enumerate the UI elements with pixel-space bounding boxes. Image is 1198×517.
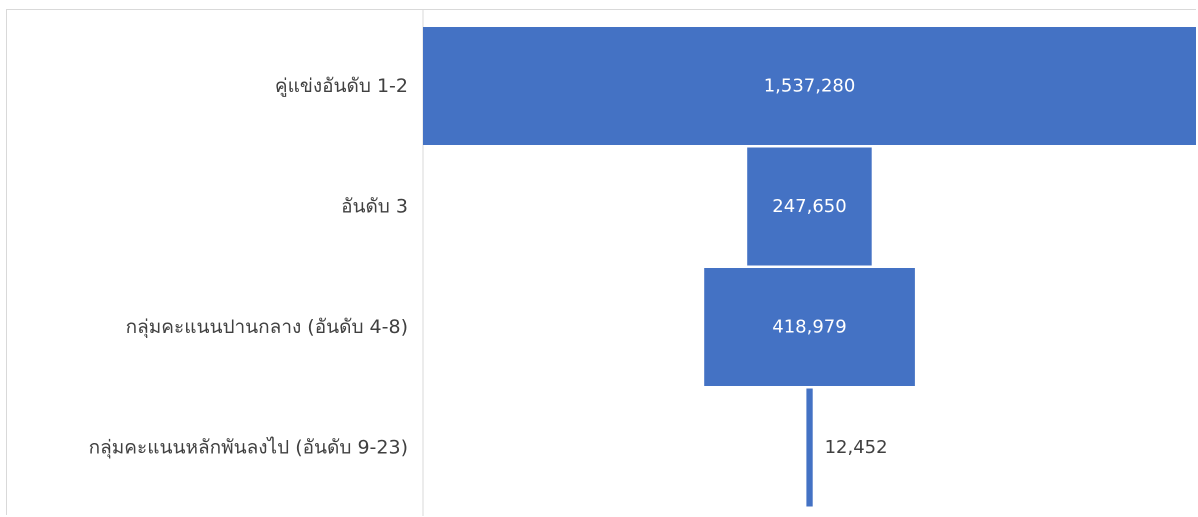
data-label: 418,979 [772,317,846,338]
data-label: 12,452 [825,437,888,458]
data-label: 247,650 [772,196,846,217]
category-label: กลุ่มคะแนนหลักพันลงไป (อันดับ 9-23) [89,437,408,460]
funnel-bars [423,27,1196,507]
data-label: 1,537,280 [764,76,856,97]
funnel-bar [747,147,872,266]
funnel-bar [704,268,915,386]
category-label: อันดับ 3 [341,196,408,218]
data-labels: 1,537,280 247,650 418,979 12,452 [764,76,888,459]
funnel-chart: คู่แข่งอันดับ 1-2 อันดับ 3 กลุ่มคะแนนปานกล… [89,10,1196,516]
chart-area: คู่แข่งอันดับ 1-2 อันดับ 3 กลุ่มคะแนนปานกล… [6,9,1196,516]
funnel-bar [423,27,1196,145]
category-label: กลุ่มคะแนนปานกลาง (อันดับ 4-8) [126,316,408,339]
category-labels: คู่แข่งอันดับ 1-2 อันดับ 3 กลุ่มคะแนนปานกล… [89,75,408,460]
category-label: คู่แข่งอันดับ 1-2 [275,75,408,97]
funnel-bar [806,388,813,507]
